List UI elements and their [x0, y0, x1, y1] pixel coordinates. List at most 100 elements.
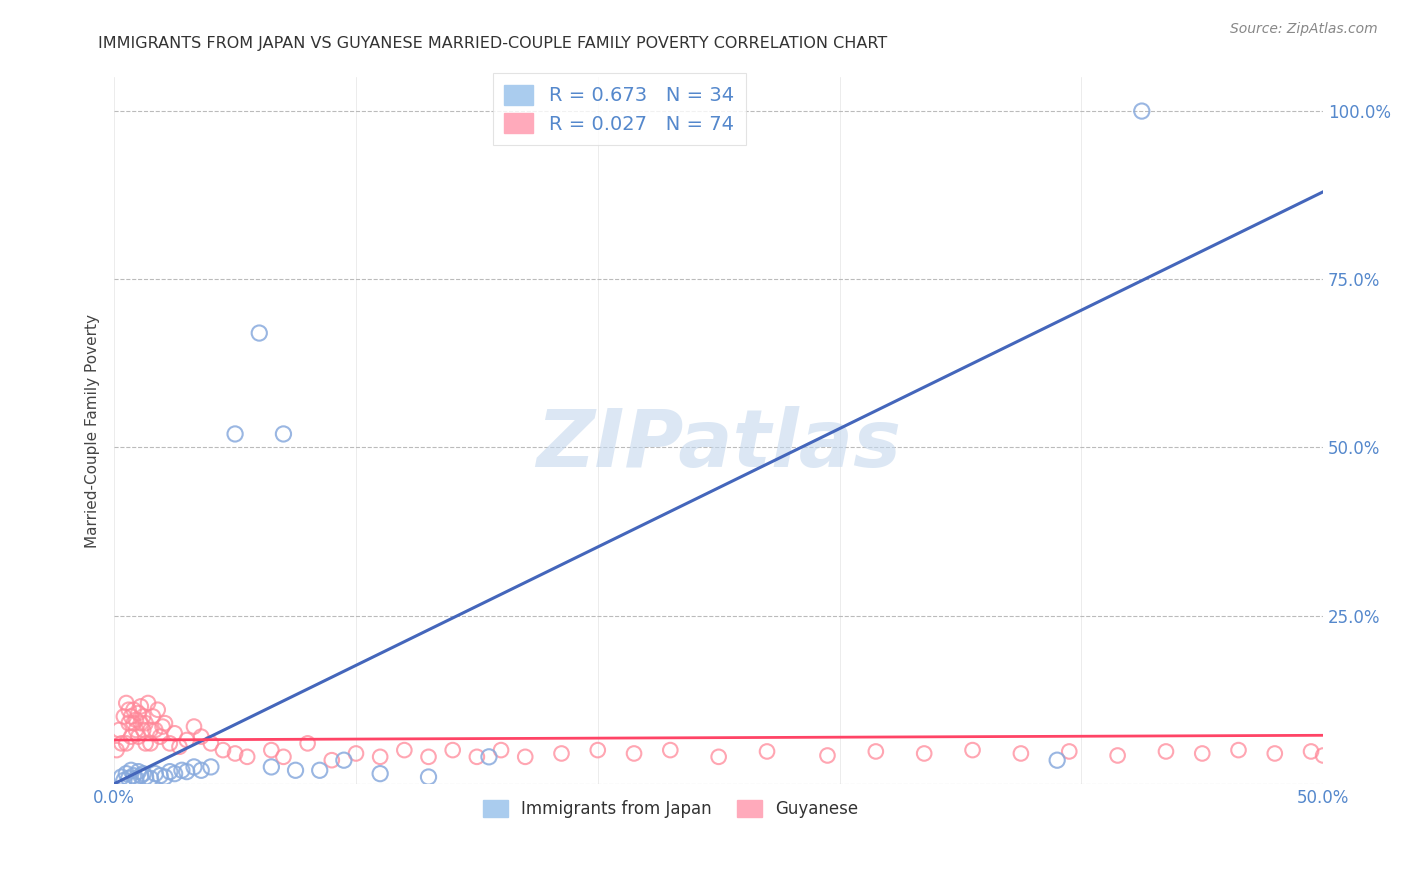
Point [1264, 747, 1286, 761]
Point [122, 716, 145, 731]
Point [163, 766, 186, 780]
Point [136, 696, 159, 710]
Point [190, 764, 212, 778]
Point [110, 736, 132, 750]
Point [200, 760, 222, 774]
Point [236, 749, 259, 764]
Point [110, 770, 132, 784]
Point [183, 720, 205, 734]
Point [127, 706, 149, 720]
Point [129, 716, 152, 731]
Point [1299, 744, 1322, 758]
Point [478, 749, 501, 764]
Point [418, 770, 440, 784]
Point [756, 744, 779, 758]
Point [308, 764, 330, 778]
Point [1336, 747, 1358, 761]
Point [153, 716, 176, 731]
Point [127, 764, 149, 779]
Point [623, 747, 645, 761]
Point [297, 736, 319, 750]
Point [115, 696, 138, 710]
Point [586, 743, 609, 757]
Point [1324, 744, 1347, 758]
Point [368, 766, 391, 780]
Point [515, 749, 537, 764]
Text: IMMIGRANTS FROM JAPAN VS GUYANESE MARRIED-COUPLE FAMILY POVERTY CORRELATION CHAR: IMMIGRANTS FROM JAPAN VS GUYANESE MARRIE… [98, 36, 887, 51]
Point [115, 766, 138, 780]
Point [224, 747, 246, 761]
Point [321, 753, 343, 767]
Point [247, 326, 270, 340]
Point [1130, 104, 1153, 119]
Point [132, 723, 155, 737]
Point [125, 723, 148, 737]
Point [550, 747, 572, 761]
Point [149, 769, 172, 783]
Point [135, 770, 157, 784]
Point [118, 772, 141, 786]
Point [108, 723, 131, 737]
Point [912, 747, 935, 761]
Point [817, 748, 839, 763]
Point [176, 764, 198, 779]
Point [212, 743, 235, 757]
Point [163, 726, 186, 740]
Point [132, 709, 155, 723]
Point [129, 769, 152, 783]
Point [112, 709, 135, 723]
Point [142, 709, 165, 723]
Point [1046, 753, 1069, 767]
Point [659, 743, 682, 757]
Point [120, 709, 142, 723]
Point [200, 736, 222, 750]
Point [169, 739, 191, 754]
Point [368, 749, 391, 764]
Text: Source: ZipAtlas.com: Source: ZipAtlas.com [1230, 22, 1378, 37]
Point [273, 749, 295, 764]
Point [418, 749, 440, 764]
Point [143, 723, 166, 737]
Point [865, 744, 887, 758]
Point [149, 730, 172, 744]
Point [1154, 744, 1177, 758]
Point [118, 703, 141, 717]
Point [465, 749, 488, 764]
Legend: Immigrants from Japan, Guyanese: Immigrants from Japan, Guyanese [475, 793, 865, 825]
Point [260, 743, 283, 757]
Point [129, 699, 152, 714]
Point [120, 764, 142, 778]
Point [125, 772, 148, 786]
Point [1010, 747, 1032, 761]
Point [139, 736, 162, 750]
Point [707, 749, 730, 764]
Point [115, 736, 138, 750]
Point [284, 764, 307, 778]
Point [159, 736, 181, 750]
Point [489, 743, 512, 757]
Point [159, 764, 181, 779]
Point [139, 723, 162, 737]
Point [441, 743, 464, 757]
Point [132, 766, 155, 780]
Point [260, 760, 283, 774]
Point [152, 720, 174, 734]
Point [135, 736, 157, 750]
Point [1227, 743, 1250, 757]
Point [127, 730, 149, 744]
Point [143, 766, 166, 780]
Point [176, 733, 198, 747]
Point [224, 426, 246, 441]
Point [112, 773, 135, 788]
Point [135, 716, 157, 731]
Point [125, 713, 148, 727]
Point [1312, 748, 1334, 763]
Point [190, 730, 212, 744]
Point [394, 743, 416, 757]
Point [183, 760, 205, 774]
Point [1057, 744, 1080, 758]
Point [146, 703, 169, 717]
Point [122, 769, 145, 783]
Y-axis label: Married-Couple Family Poverty: Married-Couple Family Poverty [86, 314, 100, 548]
Point [105, 743, 128, 757]
